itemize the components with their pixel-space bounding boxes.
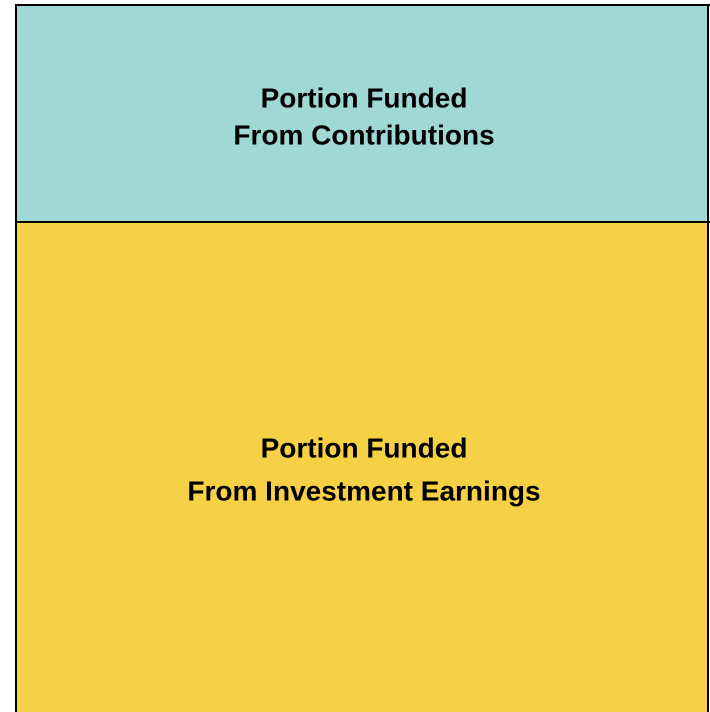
contributions-box <box>16 5 708 222</box>
earnings-box <box>16 222 708 712</box>
section-label: Portion Funded <box>261 82 468 113</box>
section-label: From Investment Earnings <box>187 475 540 506</box>
section-label: Portion Funded <box>261 432 468 463</box>
section-label: From Contributions <box>233 119 494 150</box>
